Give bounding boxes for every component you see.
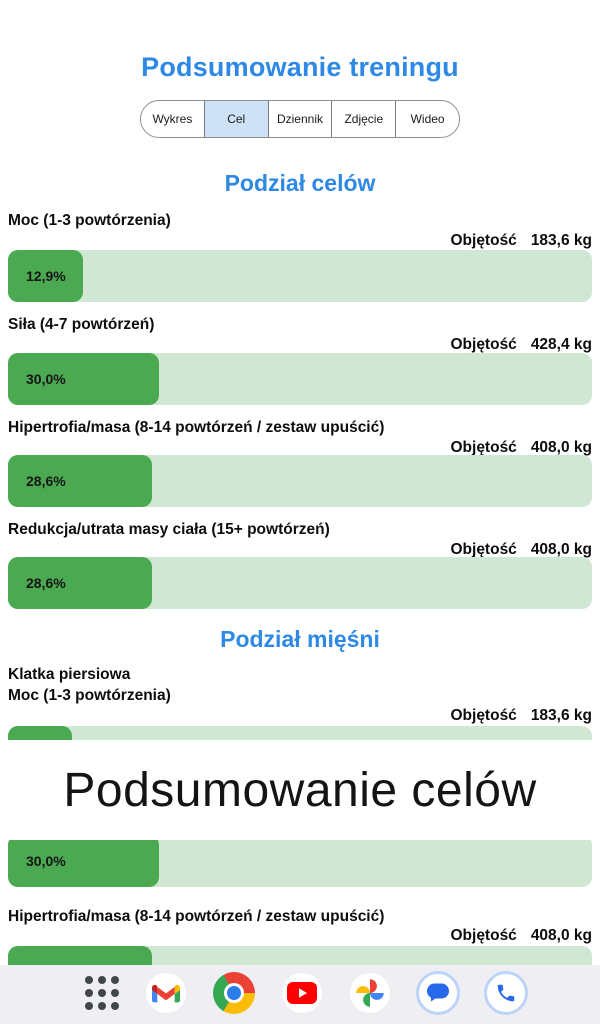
progress-percent: 30,0%: [26, 371, 66, 387]
chrome-icon-center: [227, 986, 241, 1000]
youtube-icon: [287, 982, 317, 1004]
google-photos-icon: [356, 979, 384, 1007]
volume-label: Objętość: [450, 541, 517, 558]
volume-label: Objętość: [450, 439, 517, 456]
google-photos-app-button[interactable]: [348, 971, 392, 1015]
progress-bar-fill: [8, 455, 152, 507]
progress-percent: 30,0%: [26, 853, 66, 869]
tab-zdjecie[interactable]: Zdjęcie: [331, 101, 395, 137]
progress-bar: 28,6%: [8, 455, 592, 507]
progress-percent: 12,9%: [26, 268, 66, 284]
volume-value: 428,4 kg: [530, 336, 592, 353]
tab-dziennik[interactable]: Dziennik: [267, 101, 332, 137]
volume-line: Objętość 428,4 kg: [450, 336, 592, 354]
goal-row-label: Moc (1-3 powtórzenia): [8, 212, 171, 229]
muscle-row-label: Hipertrofia/masa (8-14 powtórzeń / zesta…: [8, 908, 385, 925]
progress-bar: 12,9%: [8, 250, 592, 302]
volume-line: Objętość 183,6 kg: [450, 232, 592, 250]
progress-bar: 30,0%: [8, 835, 592, 887]
volume-value: 183,6 kg: [530, 232, 592, 249]
chrome-app-button[interactable]: [212, 971, 256, 1015]
messages-icon: [427, 983, 449, 1002]
section-heading-muscles: Podział mięśni: [220, 626, 380, 652]
tab-bar: Wykres Cel Dziennik Zdjęcie Wideo: [140, 100, 460, 138]
page-title: Podsumowanie treningu: [141, 52, 459, 82]
gmail-icon: [152, 984, 180, 1003]
muscle-group-label: Klatka piersiowa: [8, 666, 131, 683]
gmail-app-button[interactable]: [144, 971, 188, 1015]
section-heading-goals: Podział celów: [224, 170, 376, 196]
overlay-title: Podsumowanie celów: [63, 763, 537, 817]
volume-value: 183,6 kg: [530, 707, 592, 724]
volume-label: Objętość: [450, 707, 517, 724]
tab-cel[interactable]: Cel: [203, 101, 268, 137]
phone-app-button[interactable]: [484, 971, 528, 1015]
goal-row-label: Hipertrofia/masa (8-14 powtórzeń / zesta…: [8, 419, 385, 436]
progress-bar: 30,0%: [8, 353, 592, 405]
progress-bar: 28,6%: [8, 557, 592, 609]
volume-label: Objętość: [450, 232, 517, 249]
goal-row-label: Redukcja/utrata masy ciała (15+ powtórze…: [8, 521, 330, 538]
app-drawer-icon: [85, 976, 119, 1010]
goal-row-label: Siła (4-7 powtórzeń): [8, 316, 155, 333]
volume-label: Objętość: [450, 927, 517, 944]
progress-percent: 28,6%: [26, 473, 66, 489]
volume-value: 408,0 kg: [530, 541, 592, 558]
messages-app-button[interactable]: [416, 971, 460, 1015]
volume-line: Objętość 408,0 kg: [450, 541, 592, 559]
volume-value: 408,0 kg: [530, 439, 592, 456]
youtube-app-button[interactable]: [280, 971, 324, 1015]
tab-wideo[interactable]: Wideo: [395, 101, 459, 137]
progress-percent: 28,6%: [26, 575, 66, 591]
volume-line: Objętość 408,0 kg: [450, 927, 592, 945]
progress-bar-fill: [8, 250, 83, 302]
muscle-row-label: Moc (1-3 powtórzenia): [8, 687, 171, 704]
volume-line: Objętość 183,6 kg: [450, 707, 592, 725]
app-drawer-button[interactable]: [80, 971, 124, 1015]
volume-line: Objętość 408,0 kg: [450, 439, 592, 457]
progress-bar-fill: [8, 353, 159, 405]
taskbar: [0, 965, 600, 1024]
phone-icon: [497, 984, 515, 1002]
progress-bar-fill: [8, 835, 159, 887]
tab-wykres[interactable]: Wykres: [152, 112, 193, 126]
icon-ring: [484, 971, 528, 1015]
volume-label: Objętość: [450, 336, 517, 353]
volume-value: 408,0 kg: [530, 927, 592, 944]
progress-bar-fill: [8, 557, 152, 609]
goals-summary-overlay: Podsumowanie celów: [0, 740, 600, 840]
